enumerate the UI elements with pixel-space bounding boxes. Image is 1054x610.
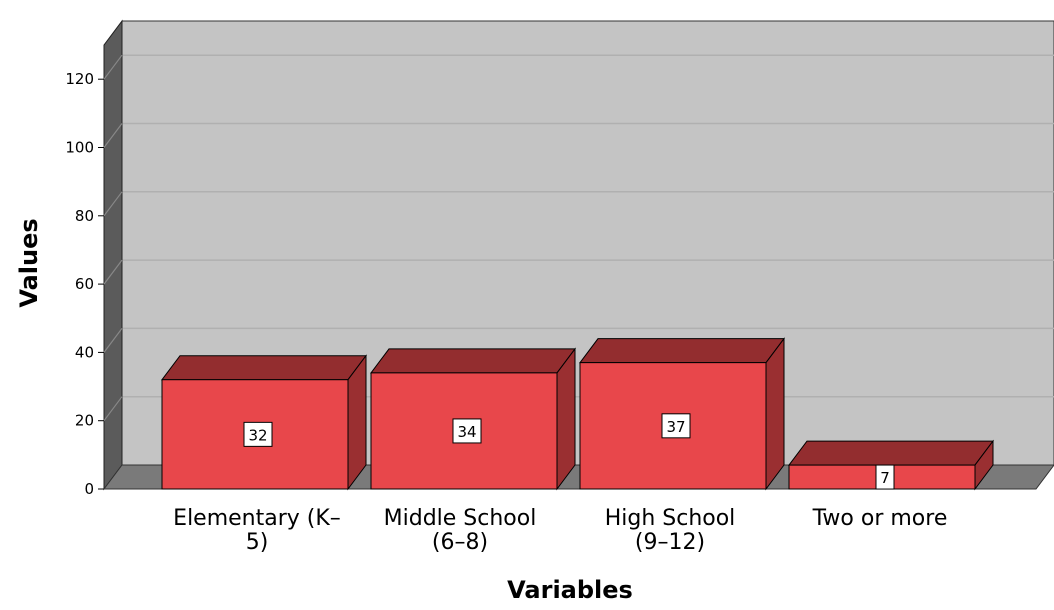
data-label: 32 xyxy=(248,426,267,444)
plot-left-wall xyxy=(103,19,123,491)
x-tick-label: High School (9–12) xyxy=(605,506,736,555)
y-tick-label: 20 xyxy=(75,412,94,430)
bar-top xyxy=(370,348,576,374)
y-tick-label: 0 xyxy=(84,480,94,498)
wall-gridline xyxy=(103,328,123,353)
data-label: 37 xyxy=(666,418,685,436)
wall-gridline xyxy=(103,123,123,148)
y-axis-title: Values xyxy=(15,218,43,307)
data-label-box xyxy=(875,464,895,490)
bar-side xyxy=(347,354,367,491)
wall-gridline xyxy=(103,191,123,217)
bar-top xyxy=(788,440,994,466)
bar-side xyxy=(765,337,785,491)
x-tick-label: Two or more xyxy=(812,506,948,531)
y-tick-label: 120 xyxy=(65,70,94,88)
data-label-box xyxy=(661,413,691,439)
wall-gridline xyxy=(103,259,123,285)
data-label: 7 xyxy=(880,469,890,487)
x-axis-title: Variables xyxy=(507,576,633,604)
bar-top xyxy=(161,355,367,381)
x-tick-label: Elementary (K– 5) xyxy=(173,506,341,555)
data-label-box xyxy=(452,418,482,444)
wall-gridline xyxy=(103,54,123,80)
x-tick-label: Middle School (6–8) xyxy=(384,506,537,555)
data-label: 34 xyxy=(457,423,476,441)
y-tick-label: 100 xyxy=(65,139,94,157)
y-tick-label: 40 xyxy=(75,343,94,361)
data-label-box xyxy=(243,421,273,447)
bar-top xyxy=(579,338,785,364)
bar-side xyxy=(556,347,576,491)
wall-gridline xyxy=(103,396,123,422)
y-tick-label: 60 xyxy=(75,275,94,293)
y-tick-label: 80 xyxy=(75,207,94,225)
